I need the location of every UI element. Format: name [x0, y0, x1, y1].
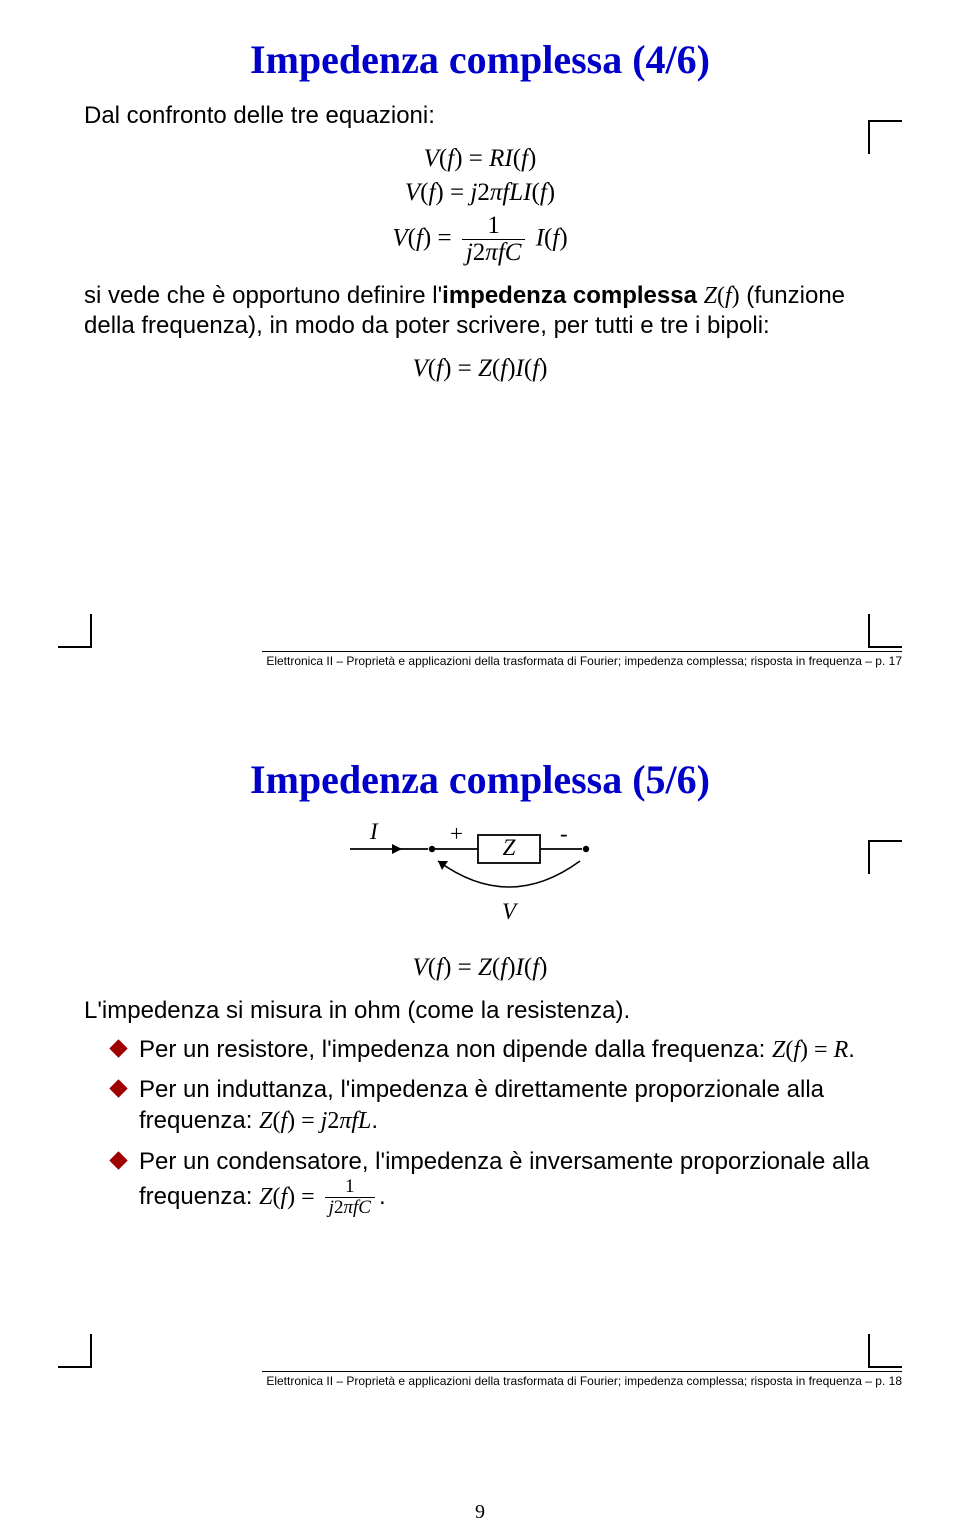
v-label: V	[502, 899, 519, 924]
slide-impedenza-4-6: Impedenza complessa (4/6) Dal confronto …	[58, 30, 902, 670]
corner-mark	[58, 614, 92, 648]
frac-den: j2πfC	[462, 240, 526, 266]
bullet-text: Per un resistore, l'impedenza non dipend…	[139, 1034, 855, 1066]
bullet-icon	[109, 1079, 127, 1097]
bullet-resistor: Per un resistore, l'impedenza non dipend…	[112, 1034, 876, 1066]
plus-label: +	[450, 821, 463, 846]
bullet-list: Per un resistore, l'impedenza non dipend…	[58, 1034, 902, 1218]
bold-term: impedenza complessa	[442, 282, 697, 309]
math-c: Z(f) =	[259, 1184, 321, 1210]
slide-title: Impedenza complessa (5/6)	[58, 756, 902, 803]
equation-inductor: V(f) = j2πfLI(f)	[58, 179, 902, 207]
general-equation: V(f) = Z(f)I(f)	[58, 355, 902, 383]
frac-num: 1	[462, 213, 526, 240]
z-of-f: Z(f)	[704, 283, 740, 309]
bullet-text: Per un induttanza, l'impedenza è diretta…	[139, 1074, 876, 1137]
bullet-inductor: Per un induttanza, l'impedenza è diretta…	[112, 1074, 876, 1137]
pdf-page-number: 9	[475, 1501, 485, 1524]
circuit-diagram: Z I + - V	[58, 821, 902, 946]
bullet-icon	[109, 1039, 127, 1057]
slide-footer: Elettronica II – Proprietà e applicazion…	[262, 651, 902, 668]
corner-mark	[868, 614, 902, 648]
math-r: Z(f) = R	[772, 1037, 848, 1063]
intro-text: Dal confronto delle tre equazioni:	[58, 101, 902, 131]
bullet-icon	[109, 1151, 127, 1169]
bullet-capacitor: Per un condensatore, l'impedenza è inver…	[112, 1146, 876, 1218]
slide-title: Impedenza complessa (4/6)	[58, 36, 902, 83]
lead-text: L'impedenza si misura in ohm (come la re…	[58, 996, 902, 1026]
slide2-equation: V(f) = Z(f)I(f)	[58, 954, 902, 982]
slide-footer: Elettronica II – Proprietà e applicazion…	[262, 1371, 902, 1388]
math-l: Z(f) = j2πfL	[259, 1108, 371, 1134]
corner-mark	[868, 840, 902, 874]
definition-paragraph: si vede che è opportuno definire l'imped…	[58, 281, 902, 341]
equation-capacitor: V(f) = 1 j2πfC I(f)	[58, 213, 902, 267]
corner-mark	[58, 1334, 92, 1368]
pdf-page: Impedenza complessa (4/6) Dal confronto …	[0, 0, 960, 1532]
z-box-label: Z	[503, 835, 516, 860]
equations-block: V(f) = RI(f) V(f) = j2πfLI(f) V(f) = 1 j…	[58, 145, 902, 267]
i-label: I	[369, 821, 379, 844]
equation-resistor: V(f) = RI(f)	[58, 145, 902, 173]
minus-label: -	[560, 821, 568, 846]
para-part-a: si vede che è opportuno definire l'	[84, 282, 442, 309]
bullet-text: Per un condensatore, l'impedenza è inver…	[139, 1146, 876, 1218]
corner-mark	[868, 1334, 902, 1368]
slide-impedenza-5-6: Impedenza complessa (5/6) Z I + -	[58, 750, 902, 1390]
corner-mark	[868, 120, 902, 154]
